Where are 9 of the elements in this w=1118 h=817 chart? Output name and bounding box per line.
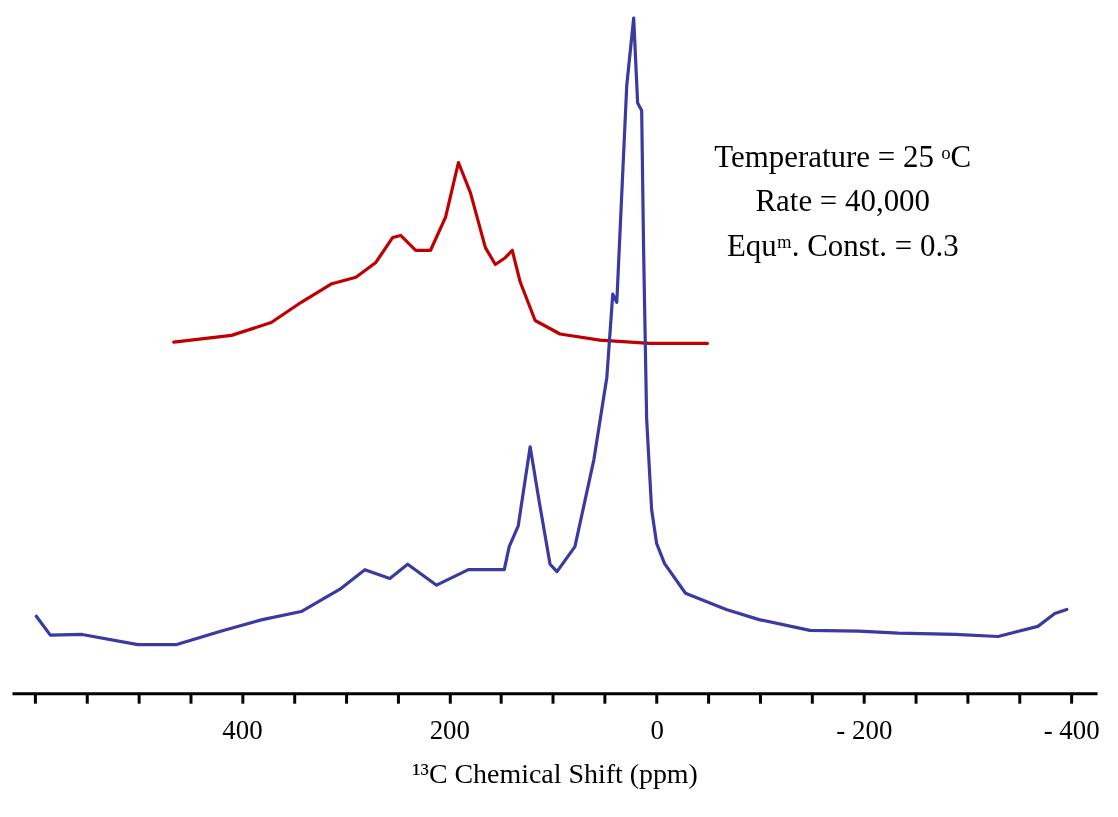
annotation: Rate = 40,000 bbox=[755, 183, 930, 219]
annotation: Equᵐ. Const. = 0.3 bbox=[726, 228, 959, 264]
x-tick-label: 400 bbox=[222, 714, 263, 745]
x-tick-label: - 400 bbox=[1043, 714, 1100, 745]
x-tick-label: - 200 bbox=[836, 714, 893, 745]
x-tick-label: 200 bbox=[429, 714, 470, 745]
annotation: Temperature = 25 ᵒC bbox=[714, 138, 972, 174]
x-tick-label: 0 bbox=[650, 714, 664, 745]
x-axis-title: ¹³C Chemical Shift (ppm) bbox=[412, 758, 698, 790]
